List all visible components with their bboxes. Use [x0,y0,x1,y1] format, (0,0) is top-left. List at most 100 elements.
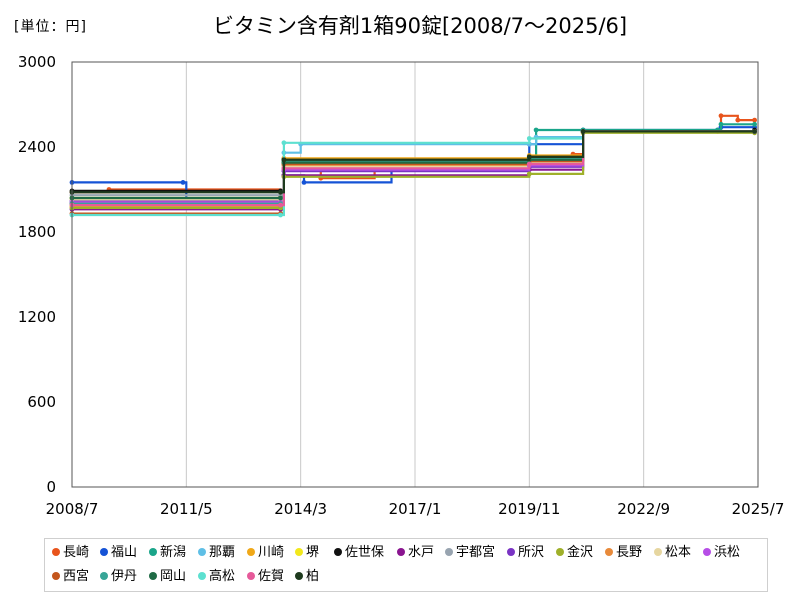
legend-item: 西宮 [52,569,89,585]
legend-item: 新潟 [149,545,186,561]
legend-marker [295,548,303,556]
data-point [278,202,283,208]
legend-marker [654,548,662,556]
legend-label: 岡山 [160,569,187,584]
chart-title: ビタミン含有剤1箱90錠[2008/7～2025/6] [212,14,628,38]
legend-label: 佐賀 [258,569,285,584]
legend-marker [149,572,157,580]
legend-label: 佐世保 [345,545,385,560]
data-point [281,157,287,163]
legend-label: 水戸 [408,545,435,560]
legend-item: 堺 [295,545,319,561]
legend-item: 伊丹 [100,569,137,585]
y-tick-label: 3000 [18,53,56,71]
data-point [278,195,283,201]
legend-label: 長野 [616,545,643,560]
y-tick-label: 0 [46,478,56,496]
legend-label: 福山 [111,545,138,560]
legend-item: 福山 [100,545,137,561]
y-tick-label: 1800 [18,223,56,241]
data-point [718,113,724,119]
legend-item: 岡山 [149,569,186,585]
series-柏 [69,129,757,195]
legend-item: 金沢 [556,545,593,561]
legend-item: 那覇 [198,545,235,561]
legend-item: 松本 [654,545,691,561]
data-point [580,129,586,134]
data-point [735,117,741,123]
legend-marker [605,548,613,556]
data-point [180,180,186,185]
legend-item: 長野 [605,545,642,561]
data-point [533,127,539,133]
y-tick-label: 1200 [18,308,56,326]
legend-marker [295,572,303,580]
legend-item: 川崎 [247,545,284,561]
legend-marker [100,548,108,556]
legend-label: 堺 [306,545,320,560]
x-axis: 2008/7 2011/5 2014/3 2017/1 2019/11 2022/9 202… [46,500,785,518]
legend-marker [703,548,711,556]
data-point [278,189,283,195]
legend-marker [445,548,453,556]
x-tick-label: 2022/9 [617,500,670,518]
legend-label: 宇都宮 [456,545,496,560]
unit-label: [単位：円] [14,19,87,35]
x-tick-label: 2019/11 [498,500,560,518]
legend-marker [52,548,60,556]
legend-marker [149,548,157,556]
legend-marker [198,572,206,580]
legend-label: 那覇 [209,545,236,560]
legend-item: 水戸 [397,545,434,561]
legend-marker [556,548,564,556]
grid-lines [185,62,645,487]
y-tick-label: 2400 [18,138,56,156]
legend-label: 金沢 [567,545,594,560]
legend-label: 西宮 [63,569,90,584]
legend-item: 長崎 [52,545,89,561]
legend-marker [334,548,342,556]
x-tick-label: 2017/1 [389,500,442,518]
series-長崎 [69,113,757,200]
series-layer [69,113,757,218]
data-point [301,180,307,185]
legend-label: 松本 [665,545,692,560]
x-tick-label: 2014/3 [274,500,327,518]
legend-item: 佐世保 [334,545,384,561]
series-line [72,114,755,198]
data-point [281,140,287,146]
data-point [752,129,757,134]
legend-marker [247,572,255,580]
legend-label: 新潟 [160,545,187,560]
x-tick-label: 2008/7 [46,500,99,518]
legend-label: 高松 [209,569,236,584]
legend-marker [100,572,108,580]
legend-item: 柏 [295,569,319,585]
legend-label: 伊丹 [111,569,138,584]
legend-label: 川崎 [258,545,285,560]
legend-item: 所沢 [507,545,544,561]
legend-marker [397,548,405,556]
legend-item: 宇都宮 [445,545,495,561]
legend-item: 浜松 [703,545,740,561]
legend-marker [507,548,515,556]
data-point [526,161,532,167]
data-point [718,121,724,127]
x-tick-label: 2025/7 [732,500,785,518]
y-tick-label: 600 [27,393,56,411]
y-axis: 0 600 1200 1800 2400 3000 [18,53,56,496]
legend-label: 柏 [306,569,320,584]
data-point [752,121,757,127]
data-point [526,154,532,160]
legend-marker [52,572,60,580]
legend: 長崎 福山 新潟 那覇 川崎 堺 佐世保 水戸 宇都宮 所沢 金沢 長野 松本 浜松西宮 伊丹 岡山 高松 佐賀 柏 [44,538,768,592]
x-tick-label: 2011/5 [160,500,213,518]
data-point [526,136,532,141]
plot-frame [71,61,759,488]
legend-item: 高松 [198,569,235,585]
legend-label: 浜松 [714,545,741,560]
legend-marker [198,548,206,556]
legend-label: 所沢 [518,545,545,560]
data-point [526,171,532,177]
